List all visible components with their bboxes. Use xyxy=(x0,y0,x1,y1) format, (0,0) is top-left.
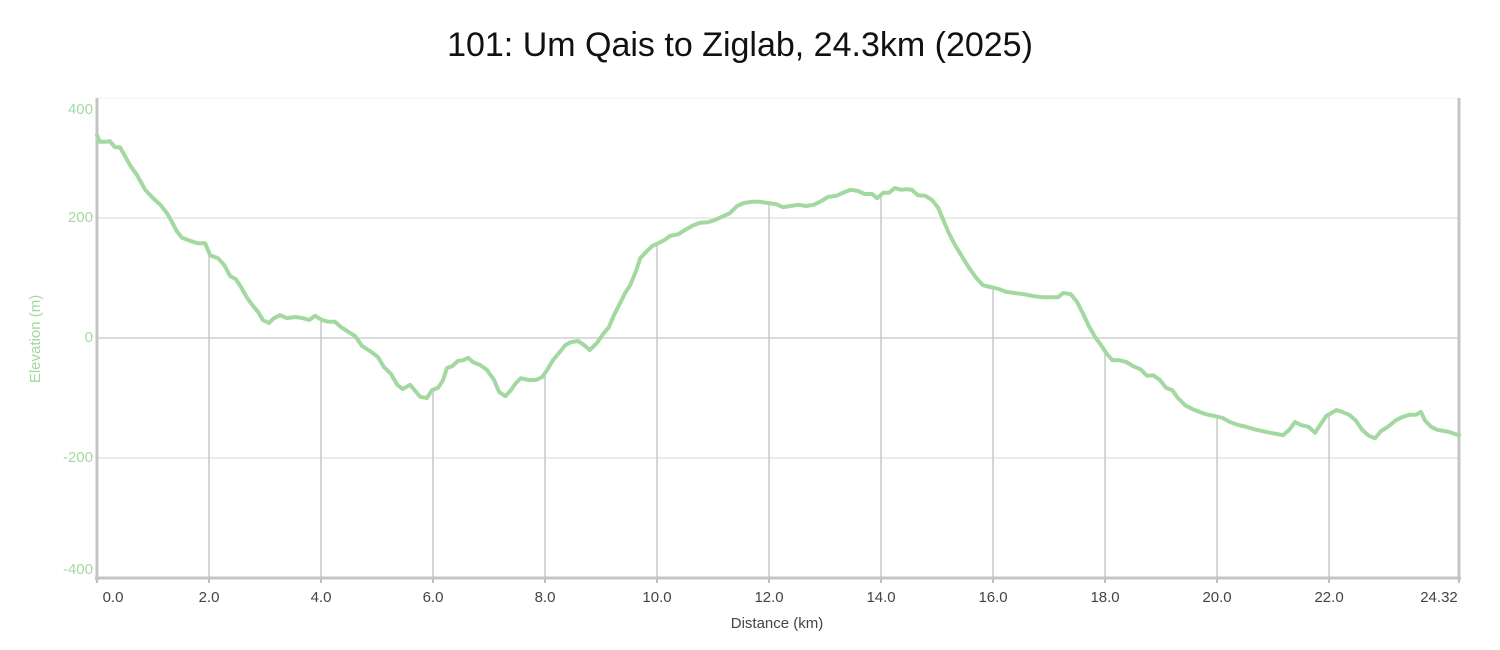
x-tick-label: 2.0 xyxy=(199,589,220,606)
x-tick-label: 10.0 xyxy=(642,589,671,606)
chart-title: 101: Um Qais to Ziglab, 24.3km (2025) xyxy=(447,26,1033,64)
y-tick-label: 0 xyxy=(85,329,93,346)
x-tick-label: 4.0 xyxy=(311,589,332,606)
x-tick-label: 18.0 xyxy=(1090,589,1119,606)
y-tick-label: -400 xyxy=(63,561,93,578)
x-tick-label: 16.0 xyxy=(978,589,1007,606)
elevation-line xyxy=(95,133,1461,441)
x-axis-label: Distance (km) xyxy=(731,615,824,632)
x-tick-label: 20.0 xyxy=(1202,589,1231,606)
y-tick-label: -200 xyxy=(63,449,93,466)
y-tick-label: 400 xyxy=(68,101,93,118)
x-tick-label: 6.0 xyxy=(423,589,444,606)
x-tick-label: 0.0 xyxy=(103,589,124,606)
x-tick-label: 8.0 xyxy=(535,589,556,606)
x-tick-label: 14.0 xyxy=(866,589,895,606)
x-tick-label: 22.0 xyxy=(1314,589,1343,606)
x-tick-label: 12.0 xyxy=(754,589,783,606)
y-axis-label: Elevation (m) xyxy=(27,295,44,383)
y-tick-label: 200 xyxy=(68,209,93,226)
x-tick-label: 24.32 xyxy=(1420,589,1458,606)
